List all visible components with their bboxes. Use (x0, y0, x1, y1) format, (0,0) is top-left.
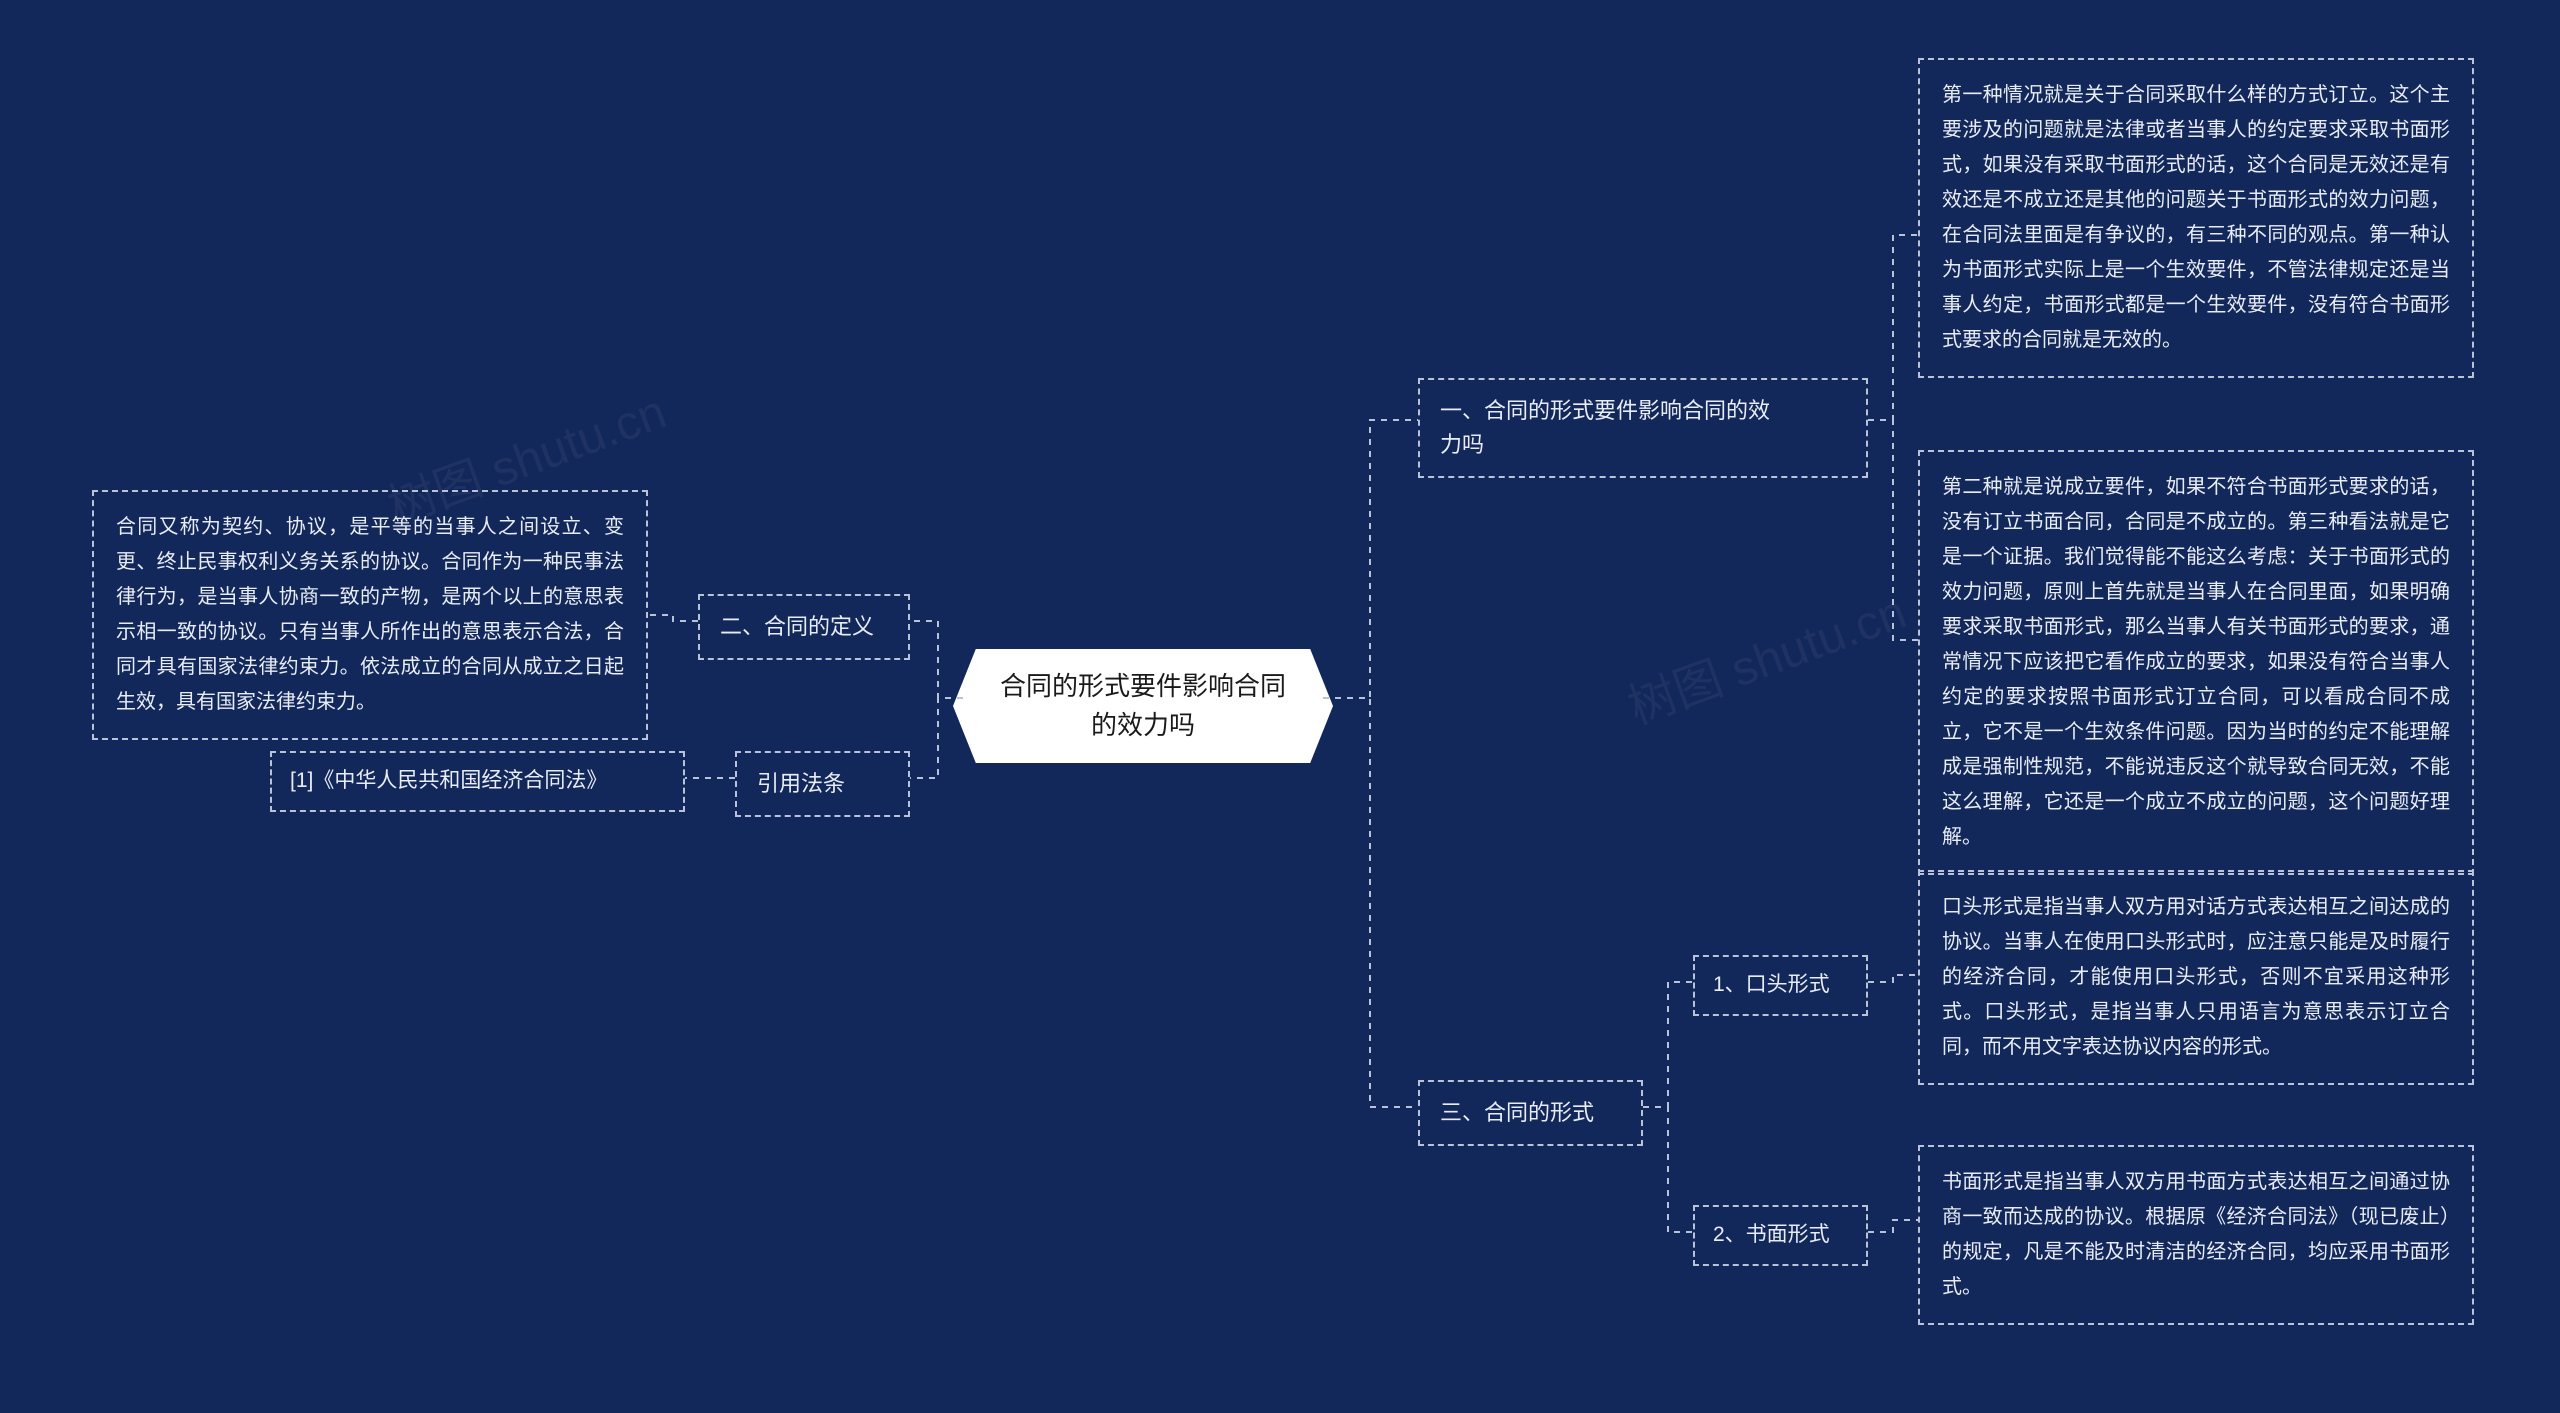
leaf-citation-text: [1]《中华人民共和国经济合同法》 (270, 751, 685, 812)
center-title-l1: 合同的形式要件影响合同 (1000, 671, 1286, 701)
branch-right-section1: 一、合同的形式要件影响合同的效 力吗 (1418, 378, 1868, 478)
sub-oral-form: 1、口头形式 (1693, 955, 1868, 1016)
branch-left-definition: 二、合同的定义 (698, 594, 910, 660)
leaf-section1-p1: 第一种情况就是关于合同采取什么样的方式订立。这个主要涉及的问题就是法律或者当事人… (1918, 58, 2474, 378)
sub-written-form: 2、书面形式 (1693, 1205, 1868, 1266)
section1-l1: 一、合同的形式要件影响合同的效 (1440, 398, 1770, 423)
watermark: 树图 shutu.cn (1617, 572, 1914, 737)
leaf-definition-text: 合同又称为契约、协议，是平等的当事人之间设立、变更、终止民事权利义务关系的协议。… (92, 490, 648, 740)
section1-l2: 力吗 (1440, 432, 1484, 457)
branch-right-section3: 三、合同的形式 (1418, 1080, 1643, 1146)
leaf-written-form-text: 书面形式是指当事人双方用书面方式表达相互之间通过协商一致而达成的协议。根据原《经… (1918, 1145, 2474, 1325)
center-title-l2: 的效力吗 (1091, 710, 1195, 740)
center-node: 合同的形式要件影响合同 的效力吗 (953, 649, 1333, 763)
branch-left-citation: 引用法条 (735, 751, 910, 817)
leaf-oral-form-text: 口头形式是指当事人双方用对话方式表达相互之间达成的协议。当事人在使用口头形式时，… (1918, 870, 2474, 1085)
leaf-section1-p2: 第二种就是说成立要件，如果不符合书面形式要求的话，没有订立书面合同，合同是不成立… (1918, 450, 2474, 875)
